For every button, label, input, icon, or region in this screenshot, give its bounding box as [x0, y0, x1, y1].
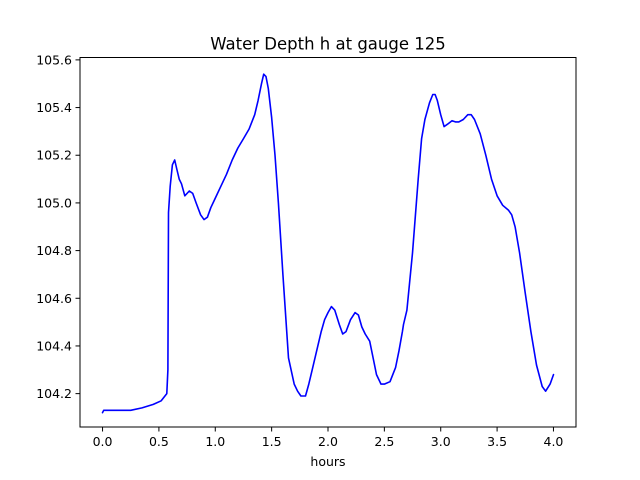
y-tick-label: 105.2 — [36, 148, 72, 163]
chart-title: Water Depth h at gauge 125 — [210, 35, 445, 54]
x-tick-label: 0.5 — [149, 434, 169, 449]
y-tick-label: 105.4 — [36, 100, 72, 115]
axis-ticks: 0.0 0.5 1.0 1.5 2.0 2.5 3.0 3.5 4.0 104.2 104.4 104… — [36, 52, 563, 449]
x-tick-label: 2.0 — [318, 434, 338, 449]
y-tick-label: 104.4 — [36, 338, 72, 353]
y-tick-label: 105.6 — [36, 52, 72, 67]
y-tick-label: 104.8 — [36, 243, 72, 258]
x-tick-label: 3.5 — [487, 434, 507, 449]
axes-frame — [79, 57, 577, 428]
x-tick-label: 1.5 — [262, 434, 282, 449]
x-tick-label: 2.5 — [374, 434, 394, 449]
x-tick-label: 3.0 — [431, 434, 451, 449]
y-tick-label: 104.6 — [36, 291, 72, 306]
y-tick-label: 105.0 — [36, 195, 72, 210]
series-line-water-depth — [101, 73, 555, 414]
x-axis-label: hours — [310, 454, 345, 469]
y-tick-label: 104.2 — [36, 386, 72, 401]
x-tick-label: 1.0 — [205, 434, 225, 449]
x-tick-label: 0.0 — [93, 434, 113, 449]
x-tick-label: 4.0 — [544, 434, 564, 449]
